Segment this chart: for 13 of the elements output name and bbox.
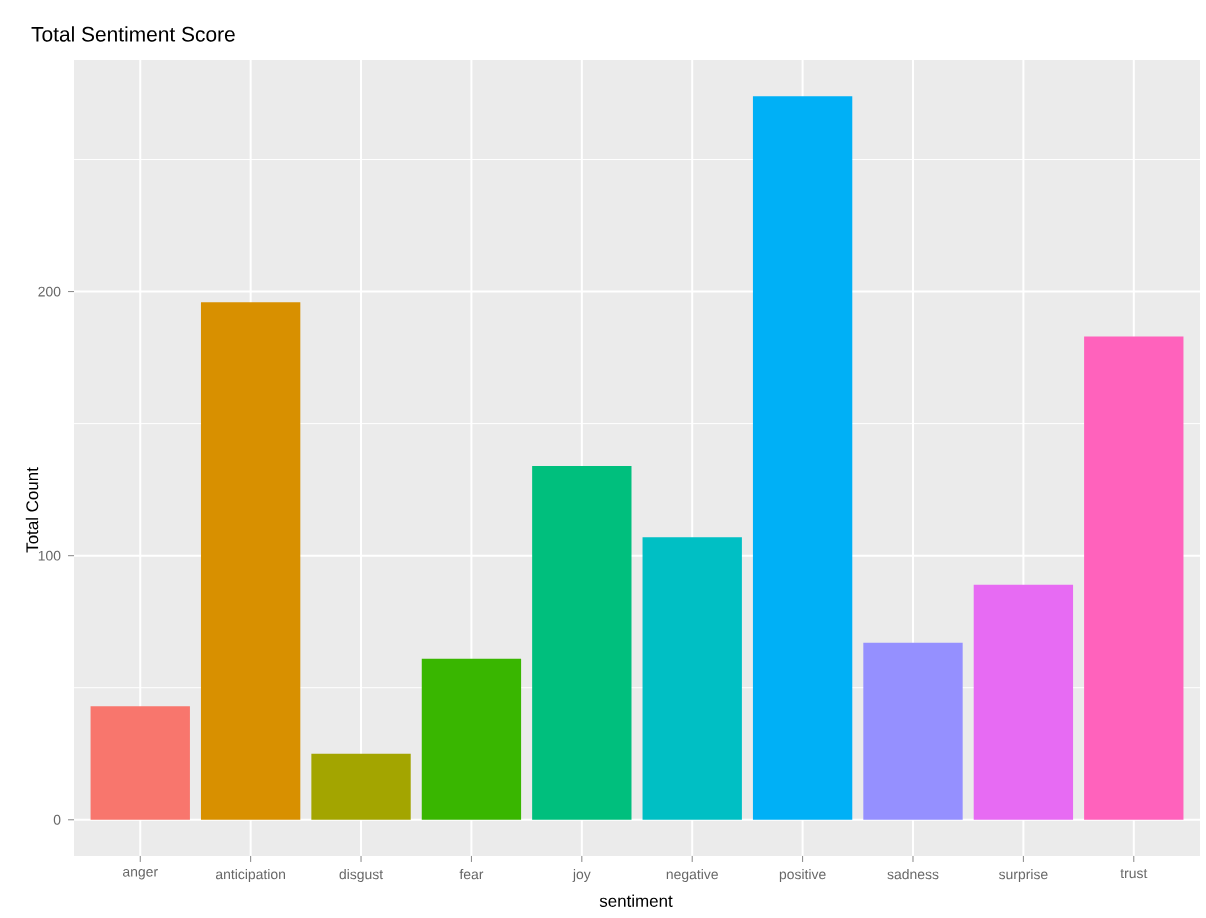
bar	[311, 753, 411, 820]
y-axis-title: Total Count	[25, 467, 39, 553]
bar	[752, 96, 853, 820]
bar	[642, 537, 742, 820]
bar	[532, 465, 632, 820]
bar	[973, 584, 1074, 820]
bar	[863, 642, 963, 820]
bar	[1084, 336, 1184, 820]
bar	[90, 706, 190, 820]
chart-title: Total Sentiment Score	[31, 26, 235, 42]
bar	[421, 658, 522, 820]
x-axis-title: sentiment	[599, 894, 673, 907]
bar	[200, 302, 301, 820]
